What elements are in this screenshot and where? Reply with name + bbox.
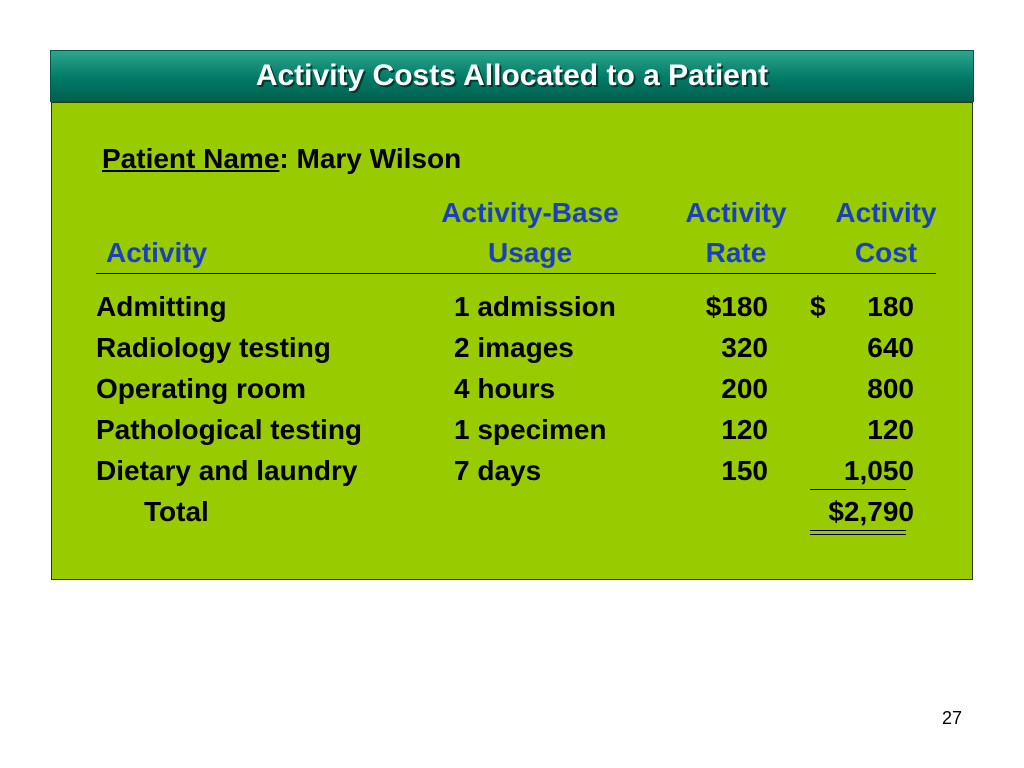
row-activity: Dietary and laundry: [96, 455, 358, 486]
row-activity: Pathological testing: [96, 414, 363, 445]
row-cost: 640: [867, 332, 914, 363]
header-rate-line2: Rate: [705, 237, 767, 268]
header-usage-line1: Activity-Base: [441, 197, 619, 228]
row-usage: 1 admission: [454, 291, 616, 322]
patient-name-value: Mary Wilson: [296, 143, 462, 174]
patient-name-label: Patient Name: [102, 143, 280, 174]
header-rule: [96, 273, 936, 274]
row-rate: 150: [721, 455, 768, 486]
total-label: Total: [144, 496, 209, 527]
row-rate: 120: [721, 414, 768, 445]
row-rate: 320: [721, 332, 768, 363]
total-double-rule-bottom: [810, 534, 906, 535]
page-number: 27: [941, 708, 962, 728]
title-bar: Activity Costs Allocated to a Patient: [50, 50, 974, 102]
row-rate: $180: [705, 291, 768, 322]
header-rate-line1: Activity: [685, 197, 787, 228]
row-activity: Operating room: [96, 373, 307, 404]
row-usage: 2 images: [454, 332, 574, 363]
total-value: $2,790: [828, 496, 914, 527]
patient-separator: :: [279, 143, 289, 174]
subtotal-rule: [810, 489, 906, 490]
header-usage-line2: Usage: [487, 237, 573, 268]
row-usage: 7 days: [454, 455, 542, 486]
total-double-rule-top: [810, 530, 906, 531]
header-cost-line1: Activity: [835, 197, 937, 228]
row-usage: 4 hours: [454, 373, 556, 404]
row-cost: 120: [867, 414, 914, 445]
row-cost: 180: [867, 291, 914, 322]
patient-line: Patient Name: Mary Wilson: [102, 145, 461, 173]
row-cost: 1,050: [843, 455, 914, 486]
row-rate: 200: [721, 373, 768, 404]
row-activity: Radiology testing: [96, 332, 331, 363]
header-activity: Activity: [106, 237, 208, 268]
row-activity: Admitting: [96, 291, 227, 322]
row-cost-symbol: $: [810, 291, 826, 322]
content-panel: Patient Name: Mary Wilson Activity-Base …: [51, 102, 973, 580]
header-cost-line2: Cost: [854, 237, 918, 268]
slide-title: Activity Costs Allocated to a Patient: [255, 59, 769, 92]
row-cost: 800: [867, 373, 914, 404]
row-usage: 1 specimen: [454, 414, 607, 445]
